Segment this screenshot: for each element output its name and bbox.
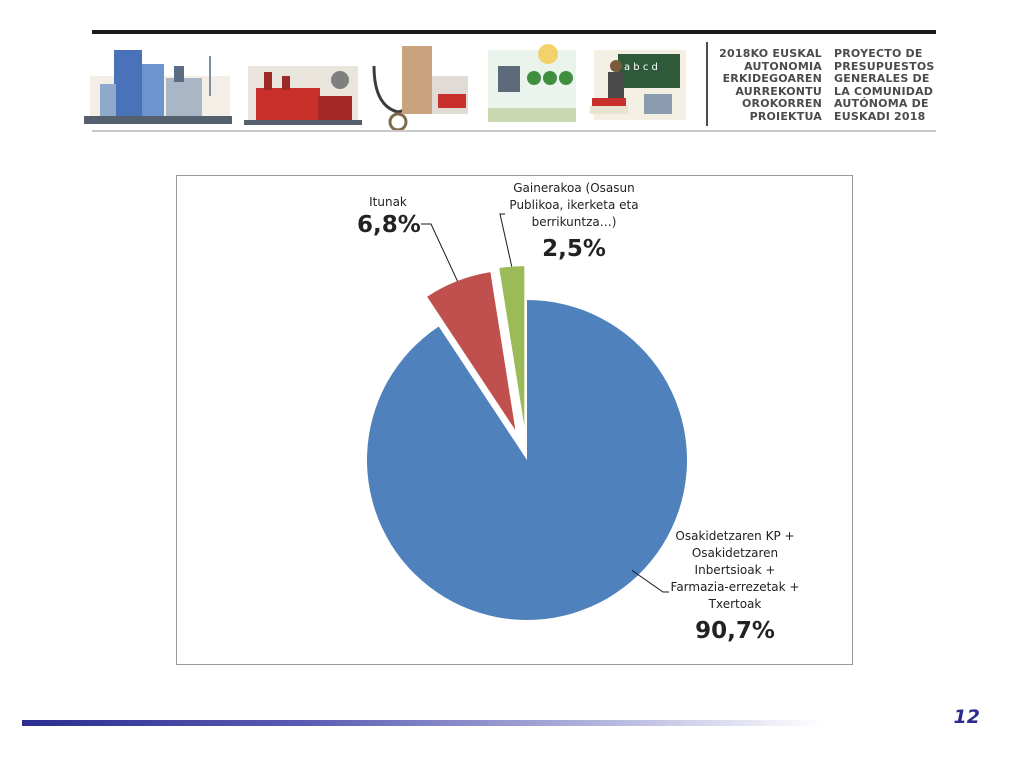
pie-slice-itunak	[427, 272, 516, 431]
header-divider	[706, 42, 708, 126]
slice-label-gainerakoa: Gainerakoa (Osasun Publikoa, ikerketa et…	[505, 180, 643, 263]
leader-line-gainerakoa	[499, 213, 513, 267]
slice-name-line: Gainerakoa (Osasun	[513, 181, 635, 195]
header-title-basque-line: PROIEKTUA	[749, 109, 822, 123]
svg-text:a b c d: a b c d	[624, 62, 658, 73]
classroom-illustration: a b c d	[590, 50, 686, 120]
header-title-basque-line: ERKIDEGOAREN	[722, 72, 822, 86]
header-title-spanish: PROYECTO DE PRESUPUESTOS GENERALES DE LA…	[834, 47, 944, 124]
header-illustrations: a b c d	[84, 44, 686, 132]
page-number: 12	[953, 706, 980, 728]
slice-name-itunak: Itunak	[369, 195, 407, 209]
park-illustration	[488, 44, 576, 122]
header-title-basque-line: 2018KO EUSKAL	[719, 47, 822, 60]
slice-name-line: Txertoak	[708, 597, 762, 611]
header-title-spanish-line: GENERALES DE	[834, 72, 930, 86]
slice-value-osakidetza: 90,7%	[695, 618, 775, 644]
header-title-basque-line: AURREKONTU	[735, 84, 822, 98]
slice-name-line: Farmazia-errezetak +	[670, 580, 800, 594]
city-illustration	[84, 50, 232, 124]
pie-chart	[366, 213, 687, 620]
factory-illustration	[244, 66, 362, 125]
header-top-rule	[92, 30, 936, 34]
slice-name-osakidetza: Osakidetzaren KP + Osakidetzaren Inberts…	[665, 528, 805, 613]
leader-line-osakidetza	[631, 569, 669, 593]
footer-gradient-bar	[22, 720, 822, 726]
slice-name-line: Osakidetzaren KP +	[675, 529, 795, 543]
slice-label-itunak: Itunak 6,8%	[357, 194, 421, 239]
slice-value-gainerakoa: 2,5%	[542, 236, 606, 262]
pie-slice-osakidetza	[366, 300, 687, 620]
header-title-spanish-line: LA COMUNIDAD	[834, 84, 934, 98]
slice-name-line: berrikuntza…)	[531, 215, 617, 229]
slice-name-line: Publikoa, ikerketa eta	[509, 198, 639, 212]
header-bottom-rule	[92, 130, 936, 132]
pie-chart-frame: Itunak 6,8% Gainerakoa (Osasun Publikoa,…	[176, 175, 853, 665]
header-title-spanish-line: PROYECTO DE	[834, 47, 923, 60]
header-title-spanish-line: EUSKADI 2018	[834, 109, 926, 123]
header-title-spanish-line: PRESUPUESTOS	[834, 59, 935, 73]
slice-name-line: Osakidetzaren	[691, 546, 779, 560]
slice-name-gainerakoa: Gainerakoa (Osasun Publikoa, ikerketa et…	[505, 180, 643, 231]
header-title-basque: 2018KO EUSKAL AUTONOMIA ERKIDEGOAREN AUR…	[712, 47, 822, 124]
header-title-basque-line: OROKORREN	[741, 97, 822, 111]
header-title-basque-line: AUTONOMIA	[744, 59, 822, 73]
slice-name-line: Inbertsioak +	[694, 563, 776, 577]
slice-label-osakidetza: Osakidetzaren KP + Osakidetzaren Inberts…	[665, 528, 805, 645]
hospital-illustration	[372, 46, 468, 132]
leader-line-itunak	[421, 223, 458, 282]
header-title-spanish-line: AUTÓNOMA DE	[834, 97, 929, 111]
pie-slice-gainerakoa	[499, 266, 525, 427]
slice-value-itunak: 6,8%	[357, 212, 421, 238]
